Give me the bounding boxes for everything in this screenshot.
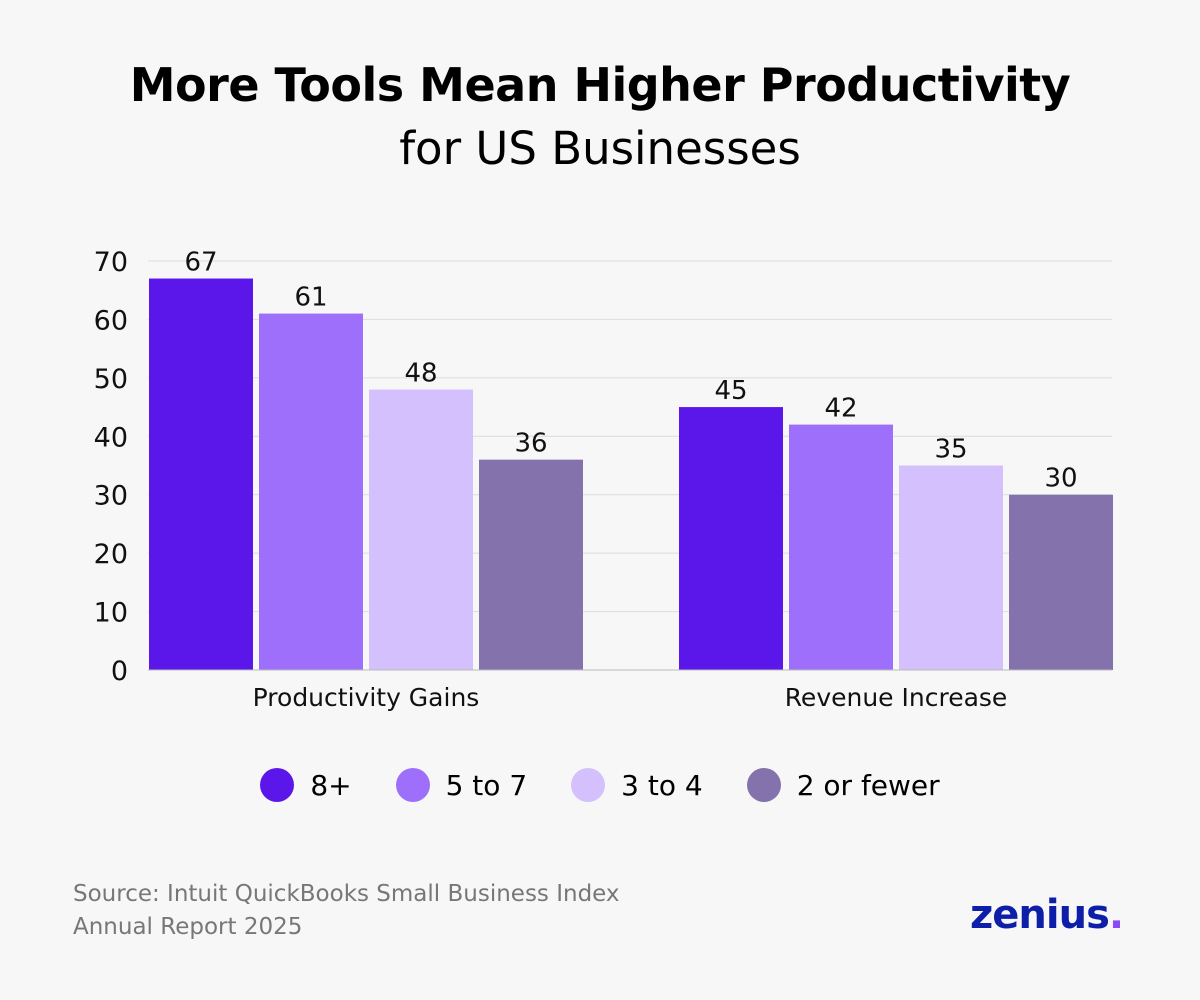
zenius-logo: zenius. xyxy=(970,892,1124,938)
legend-label: 8+ xyxy=(310,768,352,802)
bar xyxy=(369,389,473,670)
y-tick-label: 20 xyxy=(94,539,128,570)
legend-swatch xyxy=(571,768,606,802)
chart-title: More Tools Mean Higher Productivity xyxy=(129,58,1071,112)
data-label: 48 xyxy=(404,359,437,389)
chart-subtitle: for US Businesses xyxy=(399,122,801,175)
source-note: Source: Intuit QuickBooks Small Business… xyxy=(73,878,620,944)
bar xyxy=(899,465,1003,670)
data-label: 30 xyxy=(1044,464,1077,494)
x-tick-label: Productivity Gains xyxy=(253,683,480,712)
legend-item: 3 to 4 xyxy=(571,768,703,802)
data-label: 42 xyxy=(824,394,857,424)
legend-item: 2 or fewer xyxy=(746,768,940,802)
source-line-1: Source: Intuit QuickBooks Small Business… xyxy=(73,881,620,907)
legend-swatch xyxy=(260,768,295,802)
legend-label: 5 to 7 xyxy=(445,768,528,802)
legend-swatch xyxy=(395,768,430,802)
legend-label: 2 or fewer xyxy=(796,768,940,802)
y-tick-label: 0 xyxy=(111,656,128,687)
y-tick-label: 50 xyxy=(94,364,128,395)
legend-item: 8+ xyxy=(260,768,352,802)
y-tick-label: 10 xyxy=(94,598,128,629)
bar xyxy=(1009,494,1113,670)
x-tick-label: Revenue Increase xyxy=(785,683,1008,712)
y-tick-label: 30 xyxy=(94,481,128,512)
bar xyxy=(679,407,783,670)
data-label: 35 xyxy=(934,435,967,465)
legend-label: 3 to 4 xyxy=(621,768,703,802)
y-tick-label: 70 xyxy=(94,247,128,278)
bar xyxy=(149,278,253,670)
legend-swatch xyxy=(746,768,781,802)
logo-dot: . xyxy=(1108,892,1124,938)
data-label: 67 xyxy=(184,248,217,278)
bar xyxy=(259,313,363,670)
source-line-2: Annual Report 2025 xyxy=(73,914,303,940)
logo-text: zenius xyxy=(970,892,1110,938)
bar xyxy=(789,424,893,670)
data-label: 61 xyxy=(294,283,327,313)
legend: 8+ 5 to 7 3 to 4 2 or fewer xyxy=(0,768,1200,802)
bar xyxy=(479,459,583,670)
y-tick-label: 60 xyxy=(94,305,128,336)
data-label: 36 xyxy=(514,429,547,459)
legend-item: 5 to 7 xyxy=(395,768,528,802)
data-label: 45 xyxy=(714,376,747,406)
y-tick-label: 40 xyxy=(94,422,128,453)
